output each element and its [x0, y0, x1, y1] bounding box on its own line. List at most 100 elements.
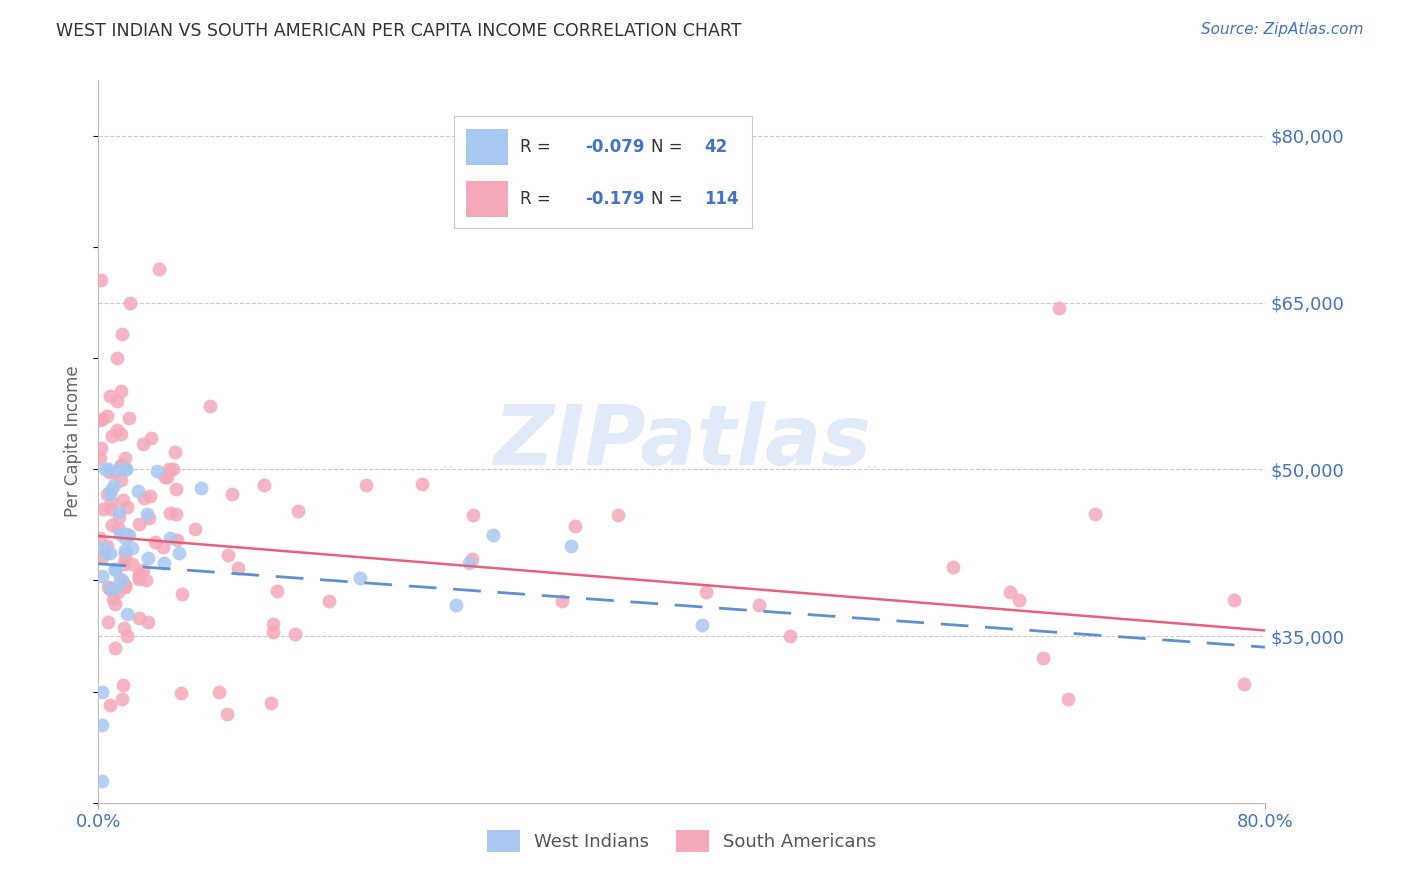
Point — [97, 465, 120, 479]
Point — [100, 502, 122, 516]
Point — [200, 399, 222, 413]
Point — [110, 384, 132, 399]
Point — [262, 624, 284, 639]
Point — [159, 506, 181, 520]
Point — [132, 563, 155, 577]
Point — [998, 585, 1021, 599]
Point — [1008, 593, 1031, 607]
Y-axis label: Per Capita Income: Per Capita Income — [65, 366, 83, 517]
Point — [148, 262, 170, 277]
Point — [139, 431, 162, 445]
Point — [91, 569, 114, 583]
Text: Source: ZipAtlas.com: Source: ZipAtlas.com — [1201, 22, 1364, 37]
Point — [111, 573, 134, 587]
Point — [110, 473, 132, 487]
Point — [114, 531, 136, 545]
Point — [104, 597, 127, 611]
Point — [90, 550, 112, 565]
Point — [1047, 301, 1070, 315]
Point — [153, 556, 176, 570]
Point — [136, 508, 159, 522]
Point — [117, 607, 139, 621]
Point — [90, 773, 112, 788]
Point — [101, 429, 124, 443]
Point — [167, 546, 190, 560]
Point — [215, 706, 238, 721]
Point — [118, 528, 141, 542]
Point — [748, 599, 770, 613]
Point — [145, 535, 167, 549]
Point — [107, 521, 129, 535]
Point — [156, 470, 179, 484]
Point — [159, 462, 181, 476]
Point — [560, 539, 582, 553]
Point — [162, 462, 184, 476]
Point — [108, 505, 131, 519]
Point — [166, 533, 188, 548]
Point — [115, 462, 138, 476]
Point — [110, 458, 132, 472]
Point — [132, 437, 155, 451]
Point — [114, 546, 136, 560]
Point — [458, 556, 481, 570]
Point — [96, 487, 118, 501]
Point — [96, 409, 118, 423]
Point — [94, 546, 117, 560]
Point — [103, 477, 125, 491]
Point — [98, 389, 121, 403]
Point — [121, 541, 143, 556]
Point — [127, 483, 149, 498]
Point — [128, 566, 150, 581]
Point — [112, 558, 135, 572]
Point — [208, 684, 231, 698]
Point — [94, 462, 117, 476]
Point — [1233, 676, 1256, 690]
Point — [128, 610, 150, 624]
Point — [115, 500, 138, 515]
Point — [91, 411, 114, 425]
Point — [104, 561, 127, 575]
Point — [152, 540, 174, 554]
Text: ZIPatlas: ZIPatlas — [494, 401, 870, 482]
Point — [165, 482, 187, 496]
Point — [690, 618, 713, 632]
Point — [461, 508, 484, 522]
Point — [695, 584, 717, 599]
Point — [97, 462, 120, 476]
Point — [172, 587, 194, 601]
Point — [411, 477, 433, 491]
Point — [165, 507, 187, 521]
Point — [221, 487, 243, 501]
Point — [262, 617, 284, 632]
Point — [118, 295, 141, 310]
Point — [115, 526, 138, 541]
Point — [1222, 592, 1244, 607]
Legend: West Indians, South Americans: West Indians, South Americans — [479, 822, 884, 859]
Point — [104, 640, 127, 655]
Point — [115, 629, 138, 643]
Point — [318, 594, 340, 608]
Point — [564, 519, 586, 533]
Point — [91, 502, 114, 516]
Point — [115, 462, 138, 476]
Point — [159, 532, 181, 546]
Point — [100, 483, 122, 497]
Point — [266, 583, 288, 598]
Point — [190, 481, 212, 495]
Point — [108, 572, 131, 586]
Point — [1032, 650, 1054, 665]
Point — [103, 465, 125, 479]
Point — [89, 532, 111, 546]
Point — [100, 495, 122, 509]
Point — [97, 615, 120, 629]
Point — [98, 698, 121, 712]
Point — [1084, 507, 1107, 521]
Point — [112, 621, 135, 635]
Point — [89, 413, 111, 427]
Point — [90, 441, 112, 455]
Point — [103, 592, 125, 607]
Point — [136, 615, 159, 630]
Point — [138, 551, 160, 566]
Point — [446, 598, 468, 612]
Point — [153, 469, 176, 483]
